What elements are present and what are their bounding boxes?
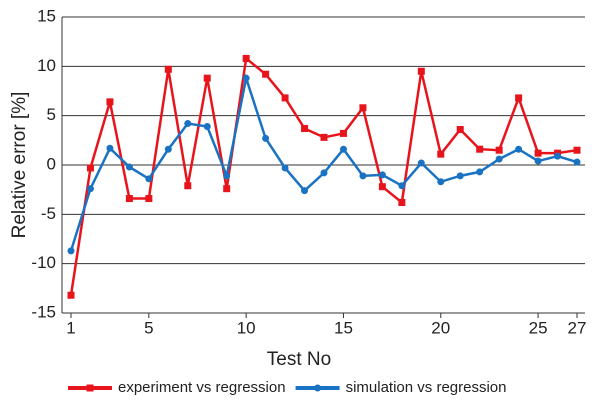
marker <box>184 120 192 128</box>
marker <box>106 144 114 152</box>
y-tick-label: 0 <box>47 154 56 173</box>
marker <box>359 104 367 112</box>
marker <box>164 65 172 73</box>
legend-marker <box>314 384 322 392</box>
legend-label: experiment vs regression <box>118 379 286 396</box>
marker <box>145 195 153 203</box>
y-tick-label: 15 <box>37 6 56 25</box>
marker <box>417 67 425 75</box>
marker <box>398 182 406 190</box>
marker <box>456 172 464 180</box>
y-tick-label: 10 <box>37 56 56 75</box>
marker <box>145 175 153 183</box>
marker <box>242 74 250 82</box>
marker <box>262 134 270 142</box>
x-tick-label: 10 <box>237 318 256 337</box>
marker <box>281 164 289 172</box>
x-tick-label: 5 <box>144 318 153 337</box>
marker <box>223 185 231 193</box>
marker <box>106 98 114 106</box>
marker <box>476 168 484 176</box>
marker <box>320 133 328 141</box>
legend-marker <box>86 384 94 392</box>
marker <box>495 155 503 163</box>
marker <box>515 94 523 102</box>
y-axis-label: Relative error [%] <box>9 92 30 239</box>
marker <box>86 185 94 193</box>
marker <box>184 182 192 190</box>
marker <box>437 150 445 158</box>
marker <box>573 146 581 154</box>
x-axis-label: Test No <box>267 349 331 370</box>
x-tick-label: 25 <box>529 318 548 337</box>
x-tick-label: 1 <box>66 318 75 337</box>
marker <box>262 70 270 78</box>
marker <box>495 146 503 154</box>
marker <box>86 164 94 172</box>
marker <box>359 172 367 180</box>
marker <box>398 198 406 206</box>
y-tick-label: 5 <box>47 105 56 124</box>
marker <box>378 183 386 191</box>
x-tick-label: 20 <box>431 318 450 337</box>
x-tick-label: 15 <box>334 318 353 337</box>
marker <box>417 159 425 167</box>
marker <box>203 123 211 131</box>
marker <box>573 158 581 166</box>
marker <box>223 172 231 180</box>
marker <box>242 54 250 62</box>
marker <box>534 157 542 165</box>
marker <box>339 129 347 137</box>
marker <box>67 291 75 299</box>
marker <box>281 94 289 102</box>
legend-label: simulation vs regression <box>346 379 507 396</box>
marker <box>320 169 328 177</box>
marker <box>534 149 542 157</box>
marker <box>554 152 562 160</box>
x-tick-label: 27 <box>568 318 587 337</box>
y-tick-label: -15 <box>31 302 56 321</box>
marker <box>125 195 133 203</box>
marker <box>203 74 211 82</box>
marker <box>456 125 464 133</box>
marker <box>476 145 484 153</box>
marker <box>378 171 386 179</box>
marker <box>339 145 347 153</box>
marker <box>125 163 133 171</box>
marker <box>301 124 309 132</box>
y-tick-label: -5 <box>41 204 56 223</box>
y-tick-label: -10 <box>31 253 56 272</box>
marker <box>164 145 172 153</box>
marker <box>515 145 523 153</box>
marker <box>301 187 309 195</box>
marker <box>67 247 75 255</box>
marker <box>437 178 445 186</box>
